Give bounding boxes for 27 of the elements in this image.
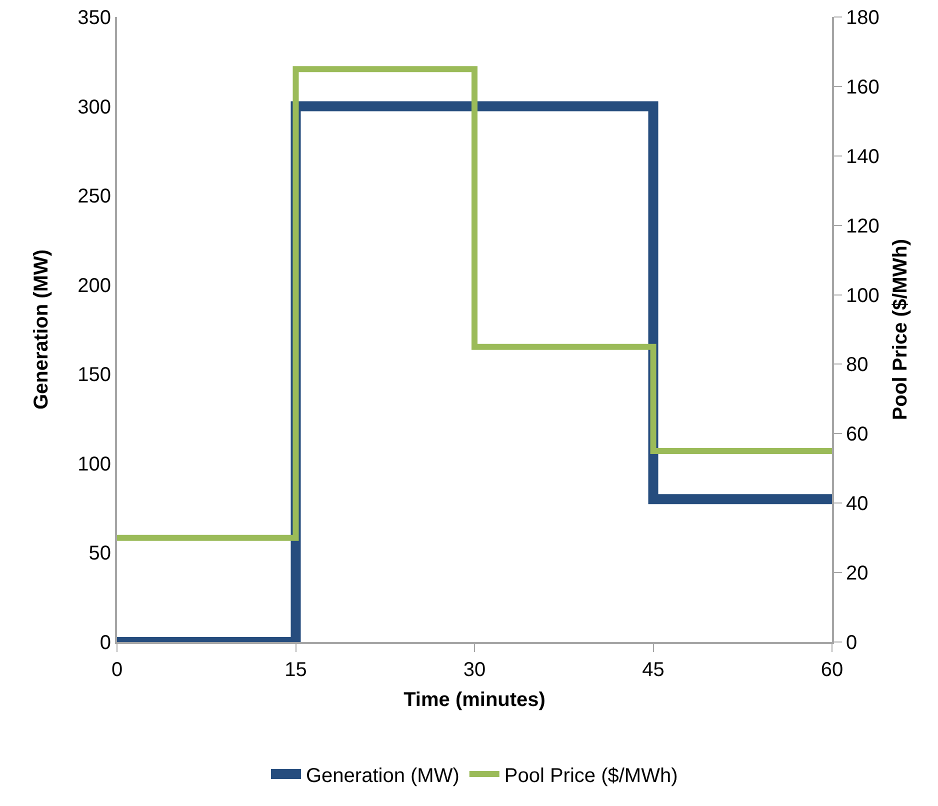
y-tick-label: 150 — [78, 364, 111, 386]
y2-tick-label: 140 — [846, 146, 880, 168]
y2-tick-label: 120 — [846, 215, 880, 238]
y-tick-label: 50 — [88, 542, 111, 565]
x-tick-label: 45 — [642, 659, 664, 681]
y2-tick-label: 80 — [846, 354, 868, 376]
y2-tick-label: 40 — [846, 493, 868, 516]
x-tick-label: 15 — [284, 659, 307, 681]
y2-tick-label: 100 — [846, 284, 880, 307]
y-tick-label: 200 — [78, 274, 111, 297]
y2-tick-label: 0 — [846, 632, 858, 654]
y2-tick-label: 20 — [846, 562, 868, 585]
legend-label: Pool Price ($/MWh) — [504, 764, 678, 787]
legend-label: Generation (MW) — [306, 764, 460, 787]
x-tick-label: 60 — [820, 659, 844, 681]
x-tick-label: 30 — [463, 659, 486, 681]
y2-tick-label: 180 — [846, 7, 880, 29]
y-tick-label: 100 — [78, 453, 111, 476]
y-tick-label: 0 — [100, 632, 111, 654]
y-tick-label: 350 — [78, 7, 111, 29]
y-axis-title: Generation (MW) — [30, 250, 53, 410]
x-axis-title: Time (minutes) — [404, 689, 546, 711]
y2-tick-label: 160 — [846, 76, 880, 98]
y-tick-label: 300 — [78, 96, 111, 118]
y2-tick-label: 60 — [846, 424, 868, 446]
y-tick-label: 250 — [78, 186, 111, 208]
y2-axis-title: Pool Price ($/MWh) — [889, 238, 912, 420]
